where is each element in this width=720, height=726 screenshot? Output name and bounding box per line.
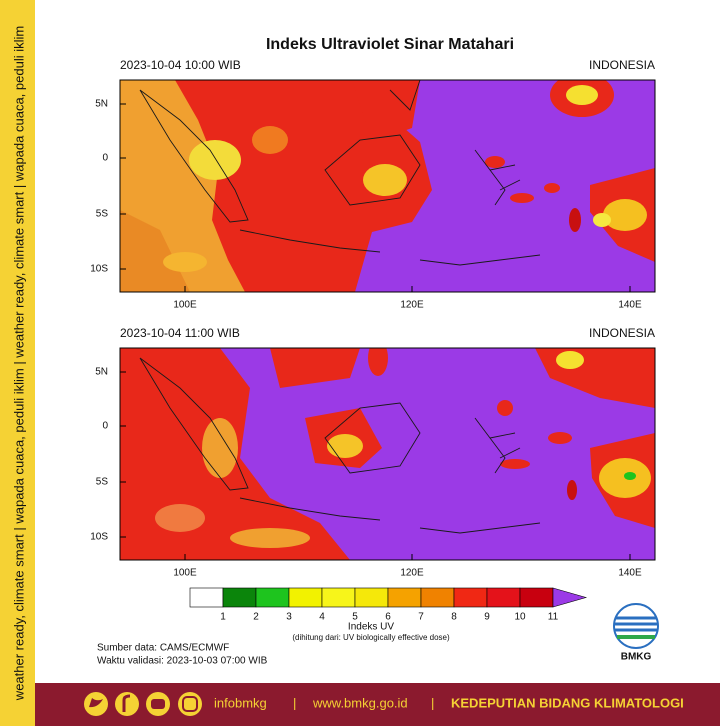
- lat-label: 0: [102, 153, 108, 164]
- colorbar-tick-label: 2: [253, 612, 259, 623]
- colorbar-tick-label: 9: [484, 612, 490, 623]
- social-icons: [84, 692, 202, 716]
- uv-map: [119, 347, 656, 561]
- instagram-icon[interactable]: [178, 692, 202, 716]
- lon-label: 120E: [400, 300, 424, 311]
- colorbar-tick-label: 8: [451, 612, 457, 623]
- lon-label: 140E: [618, 568, 642, 579]
- panel-region: INDONESIA: [589, 58, 655, 72]
- colorbar-box: [321, 587, 356, 608]
- uv-map: [119, 79, 656, 293]
- panel-time: 2023-10-04 10:00 WIB: [120, 58, 241, 72]
- bmkg-logo: BMKG: [613, 603, 659, 663]
- colorbar-note: (dihitung dari: UV biologically effectiv…: [292, 633, 450, 642]
- side-banner: [0, 0, 35, 726]
- facebook-icon[interactable]: [115, 692, 139, 716]
- colorbar-tick-label: 7: [418, 612, 424, 623]
- lat-label: 10S: [90, 264, 108, 275]
- colorbar-box: [486, 587, 521, 608]
- footer-website[interactable]: www.bmkg.go.id: [312, 695, 408, 710]
- colorbar-arrow: [552, 587, 588, 608]
- validity: Waktu validasi: 2023-10-03 07:00 WIB: [97, 656, 268, 667]
- logo-text: BMKG: [621, 652, 652, 663]
- colorbar-tick-label: 11: [548, 612, 559, 623]
- lon-label: 140E: [618, 300, 642, 311]
- lat-label: 5S: [96, 477, 109, 488]
- colorbar-tick-label: 1: [220, 612, 226, 623]
- lat-label: 0: [102, 421, 108, 432]
- colorbar-box: [453, 587, 488, 608]
- colorbar-box: [354, 587, 389, 608]
- colorbar-tick-label: 4: [319, 612, 325, 623]
- panel-time: 2023-10-04 11:00 WIB: [120, 326, 240, 340]
- source: Sumber data: CAMS/ECMWF: [97, 643, 229, 654]
- colorbar-box: [255, 587, 290, 608]
- colorbar: 1 2 3 4 5 6 7 8 9 10 11: [189, 587, 588, 623]
- colorbar-label: Indeks UV: [348, 622, 394, 633]
- lat-label: 5N: [95, 367, 108, 378]
- footer-department: KEDEPUTIAN BIDANG KLIMATOLOGI: [451, 695, 684, 710]
- lat-label: 5S: [96, 209, 109, 220]
- colorbar-tick-label: 5: [352, 612, 358, 623]
- colorbar-tick-label: 10: [514, 612, 526, 623]
- lon-label: 100E: [173, 300, 197, 311]
- footer-separator: |: [293, 695, 296, 710]
- lat-label: 5N: [95, 99, 108, 110]
- lon-label: 120E: [400, 568, 424, 579]
- side-banner-text: weather ready, climate smart | wapada cu…: [11, 26, 26, 701]
- footer-handle[interactable]: infobmkg: [214, 695, 267, 710]
- colorbar-box: [189, 587, 224, 608]
- colorbar-box: [222, 587, 257, 608]
- lat-label: 10S: [90, 532, 108, 543]
- footer-separator: |: [431, 695, 434, 710]
- map-title: Indeks Ultraviolet Sinar Matahari: [266, 36, 514, 53]
- colorbar-box: [420, 587, 455, 608]
- colorbar-tick-label: 3: [286, 612, 292, 623]
- colorbar-box: [519, 587, 554, 608]
- colorbar-tick-label: 6: [385, 612, 391, 623]
- lon-label: 100E: [173, 568, 197, 579]
- panel-region: INDONESIA: [589, 326, 655, 340]
- colorbar-box: [387, 587, 422, 608]
- colorbar-box: [288, 587, 323, 608]
